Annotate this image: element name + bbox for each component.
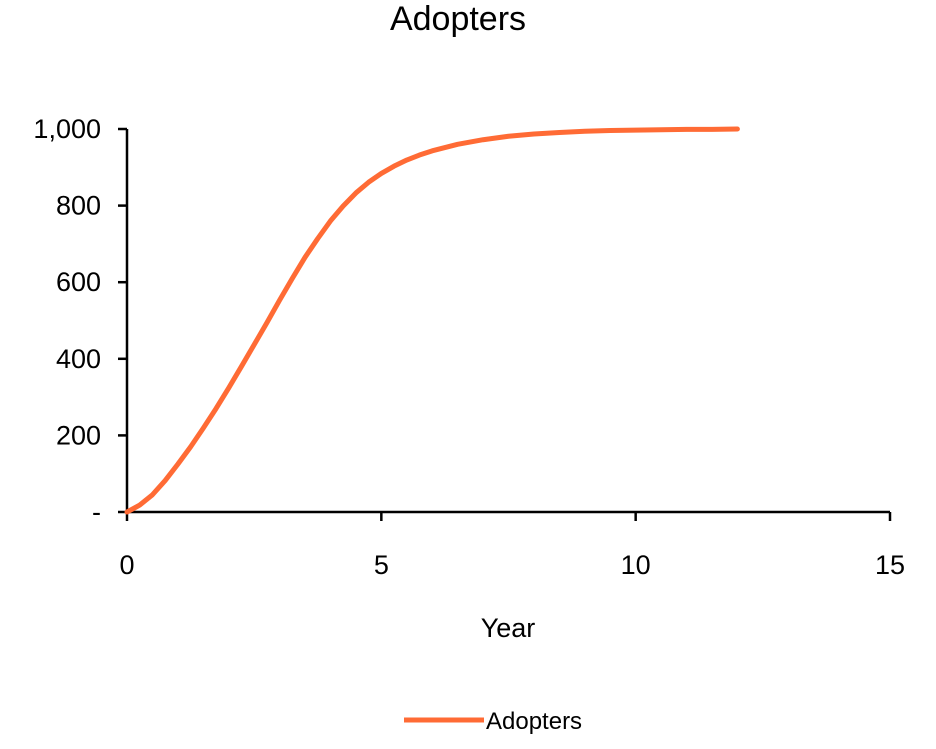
x-tick-label: 10 — [621, 550, 651, 580]
x-tick-label: 0 — [119, 550, 134, 580]
y-tick-label: - — [92, 497, 101, 527]
x-axis-title: Year — [481, 613, 536, 643]
series-line-adopters — [124, 126, 740, 515]
series-group — [124, 126, 740, 515]
x-axis: 0 5 10 15 — [119, 510, 905, 580]
x-tick-label: 15 — [875, 550, 905, 580]
y-tick-label: 200 — [56, 420, 101, 450]
y-tick-label: 800 — [56, 191, 101, 221]
legend: Adopters — [404, 708, 582, 735]
legend-label: Adopters — [486, 708, 582, 735]
chart-title: Adopters — [390, 0, 526, 38]
y-tick-label: 1,000 — [33, 114, 101, 144]
y-axis: - 200 400 600 800 1,000 — [33, 114, 129, 527]
x-tick-label: 5 — [374, 550, 389, 580]
y-tick-label: 600 — [56, 267, 101, 297]
y-tick-label: 400 — [56, 344, 101, 374]
